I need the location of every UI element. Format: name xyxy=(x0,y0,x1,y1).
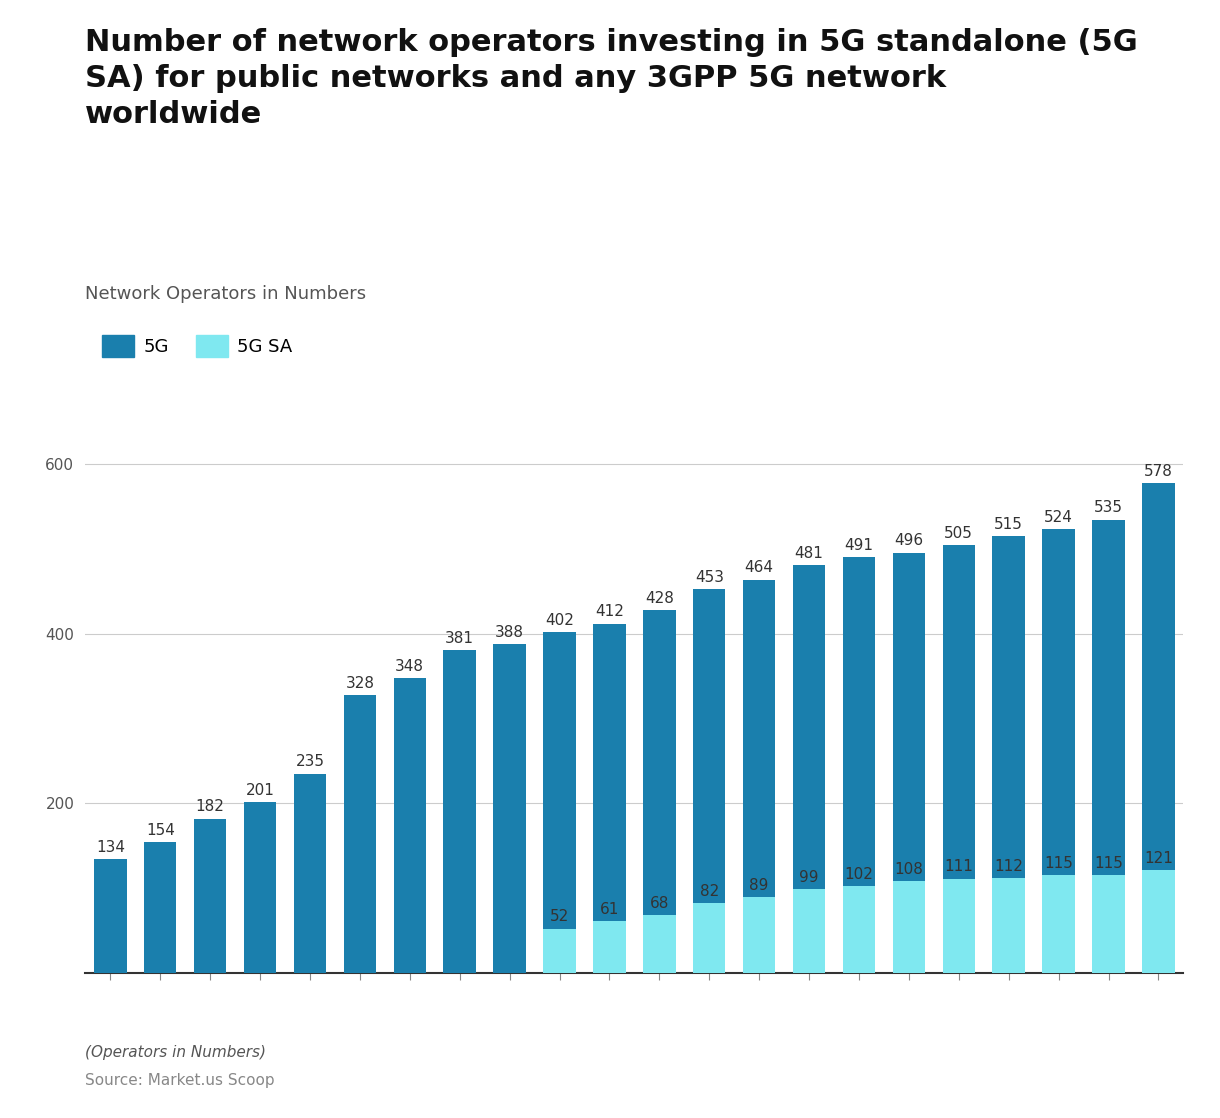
Text: 328: 328 xyxy=(345,675,375,691)
Bar xyxy=(943,544,975,973)
Bar xyxy=(893,552,925,973)
Text: Number of network operators investing in 5G standalone (5G
SA) for public networ: Number of network operators investing in… xyxy=(85,28,1138,129)
Bar xyxy=(543,929,576,973)
Text: 108: 108 xyxy=(894,862,924,877)
Text: 115: 115 xyxy=(1094,856,1122,871)
Text: 464: 464 xyxy=(744,560,773,576)
Bar xyxy=(993,537,1025,973)
Text: 82: 82 xyxy=(699,884,719,899)
Text: 388: 388 xyxy=(495,625,525,639)
Text: 201: 201 xyxy=(245,784,274,798)
Bar xyxy=(1042,529,1075,973)
Text: 235: 235 xyxy=(295,755,325,769)
Bar xyxy=(344,695,376,973)
Bar xyxy=(244,803,276,973)
Bar xyxy=(294,774,326,973)
Bar xyxy=(643,915,676,973)
Bar xyxy=(743,898,776,973)
Text: 453: 453 xyxy=(694,570,723,585)
Text: 578: 578 xyxy=(1144,464,1172,479)
Text: 428: 428 xyxy=(645,591,673,606)
Legend: 5G, 5G SA: 5G, 5G SA xyxy=(94,328,300,364)
Bar xyxy=(1092,875,1125,973)
Text: 154: 154 xyxy=(146,823,174,838)
Bar xyxy=(444,650,476,973)
Bar xyxy=(793,566,825,973)
Text: 182: 182 xyxy=(195,799,224,814)
Bar xyxy=(1092,520,1125,973)
Bar xyxy=(394,678,426,973)
Text: 412: 412 xyxy=(595,605,623,619)
Text: (Operators in Numbers): (Operators in Numbers) xyxy=(85,1045,266,1060)
Bar xyxy=(843,887,875,973)
Bar xyxy=(893,881,925,973)
Bar xyxy=(743,579,776,973)
Bar xyxy=(993,878,1025,973)
Text: 99: 99 xyxy=(799,870,819,884)
Bar xyxy=(793,889,825,973)
Text: Source: Market.us Scoop: Source: Market.us Scoop xyxy=(85,1073,274,1088)
Text: 496: 496 xyxy=(894,533,924,548)
Text: 381: 381 xyxy=(445,631,475,646)
Text: 89: 89 xyxy=(749,878,769,893)
Bar xyxy=(693,589,726,973)
Bar xyxy=(593,921,626,973)
Bar xyxy=(543,632,576,973)
Bar xyxy=(144,842,177,973)
Bar xyxy=(693,903,726,973)
Text: 111: 111 xyxy=(944,860,974,874)
Text: 61: 61 xyxy=(600,902,619,917)
Bar xyxy=(943,879,975,973)
Bar xyxy=(1042,875,1075,973)
Text: 515: 515 xyxy=(994,518,1024,532)
Text: 505: 505 xyxy=(944,525,974,541)
Bar xyxy=(643,610,676,973)
Text: 115: 115 xyxy=(1044,856,1074,871)
Text: 112: 112 xyxy=(994,859,1024,873)
Bar xyxy=(493,644,526,973)
Text: 535: 535 xyxy=(1094,500,1124,515)
Text: 402: 402 xyxy=(545,613,573,628)
Text: 102: 102 xyxy=(844,868,874,882)
Text: 481: 481 xyxy=(794,546,824,561)
Bar xyxy=(1142,870,1175,973)
Bar xyxy=(843,557,875,973)
Text: 134: 134 xyxy=(96,840,124,855)
Bar xyxy=(94,859,127,973)
Text: 52: 52 xyxy=(550,909,570,925)
Text: 524: 524 xyxy=(1044,510,1074,524)
Bar xyxy=(593,624,626,973)
Bar xyxy=(194,818,227,973)
Text: 121: 121 xyxy=(1144,851,1172,866)
Text: 348: 348 xyxy=(395,659,425,674)
Bar xyxy=(1142,483,1175,973)
Text: Network Operators in Numbers: Network Operators in Numbers xyxy=(85,285,366,303)
Text: 491: 491 xyxy=(844,538,874,552)
Text: 68: 68 xyxy=(650,896,669,911)
